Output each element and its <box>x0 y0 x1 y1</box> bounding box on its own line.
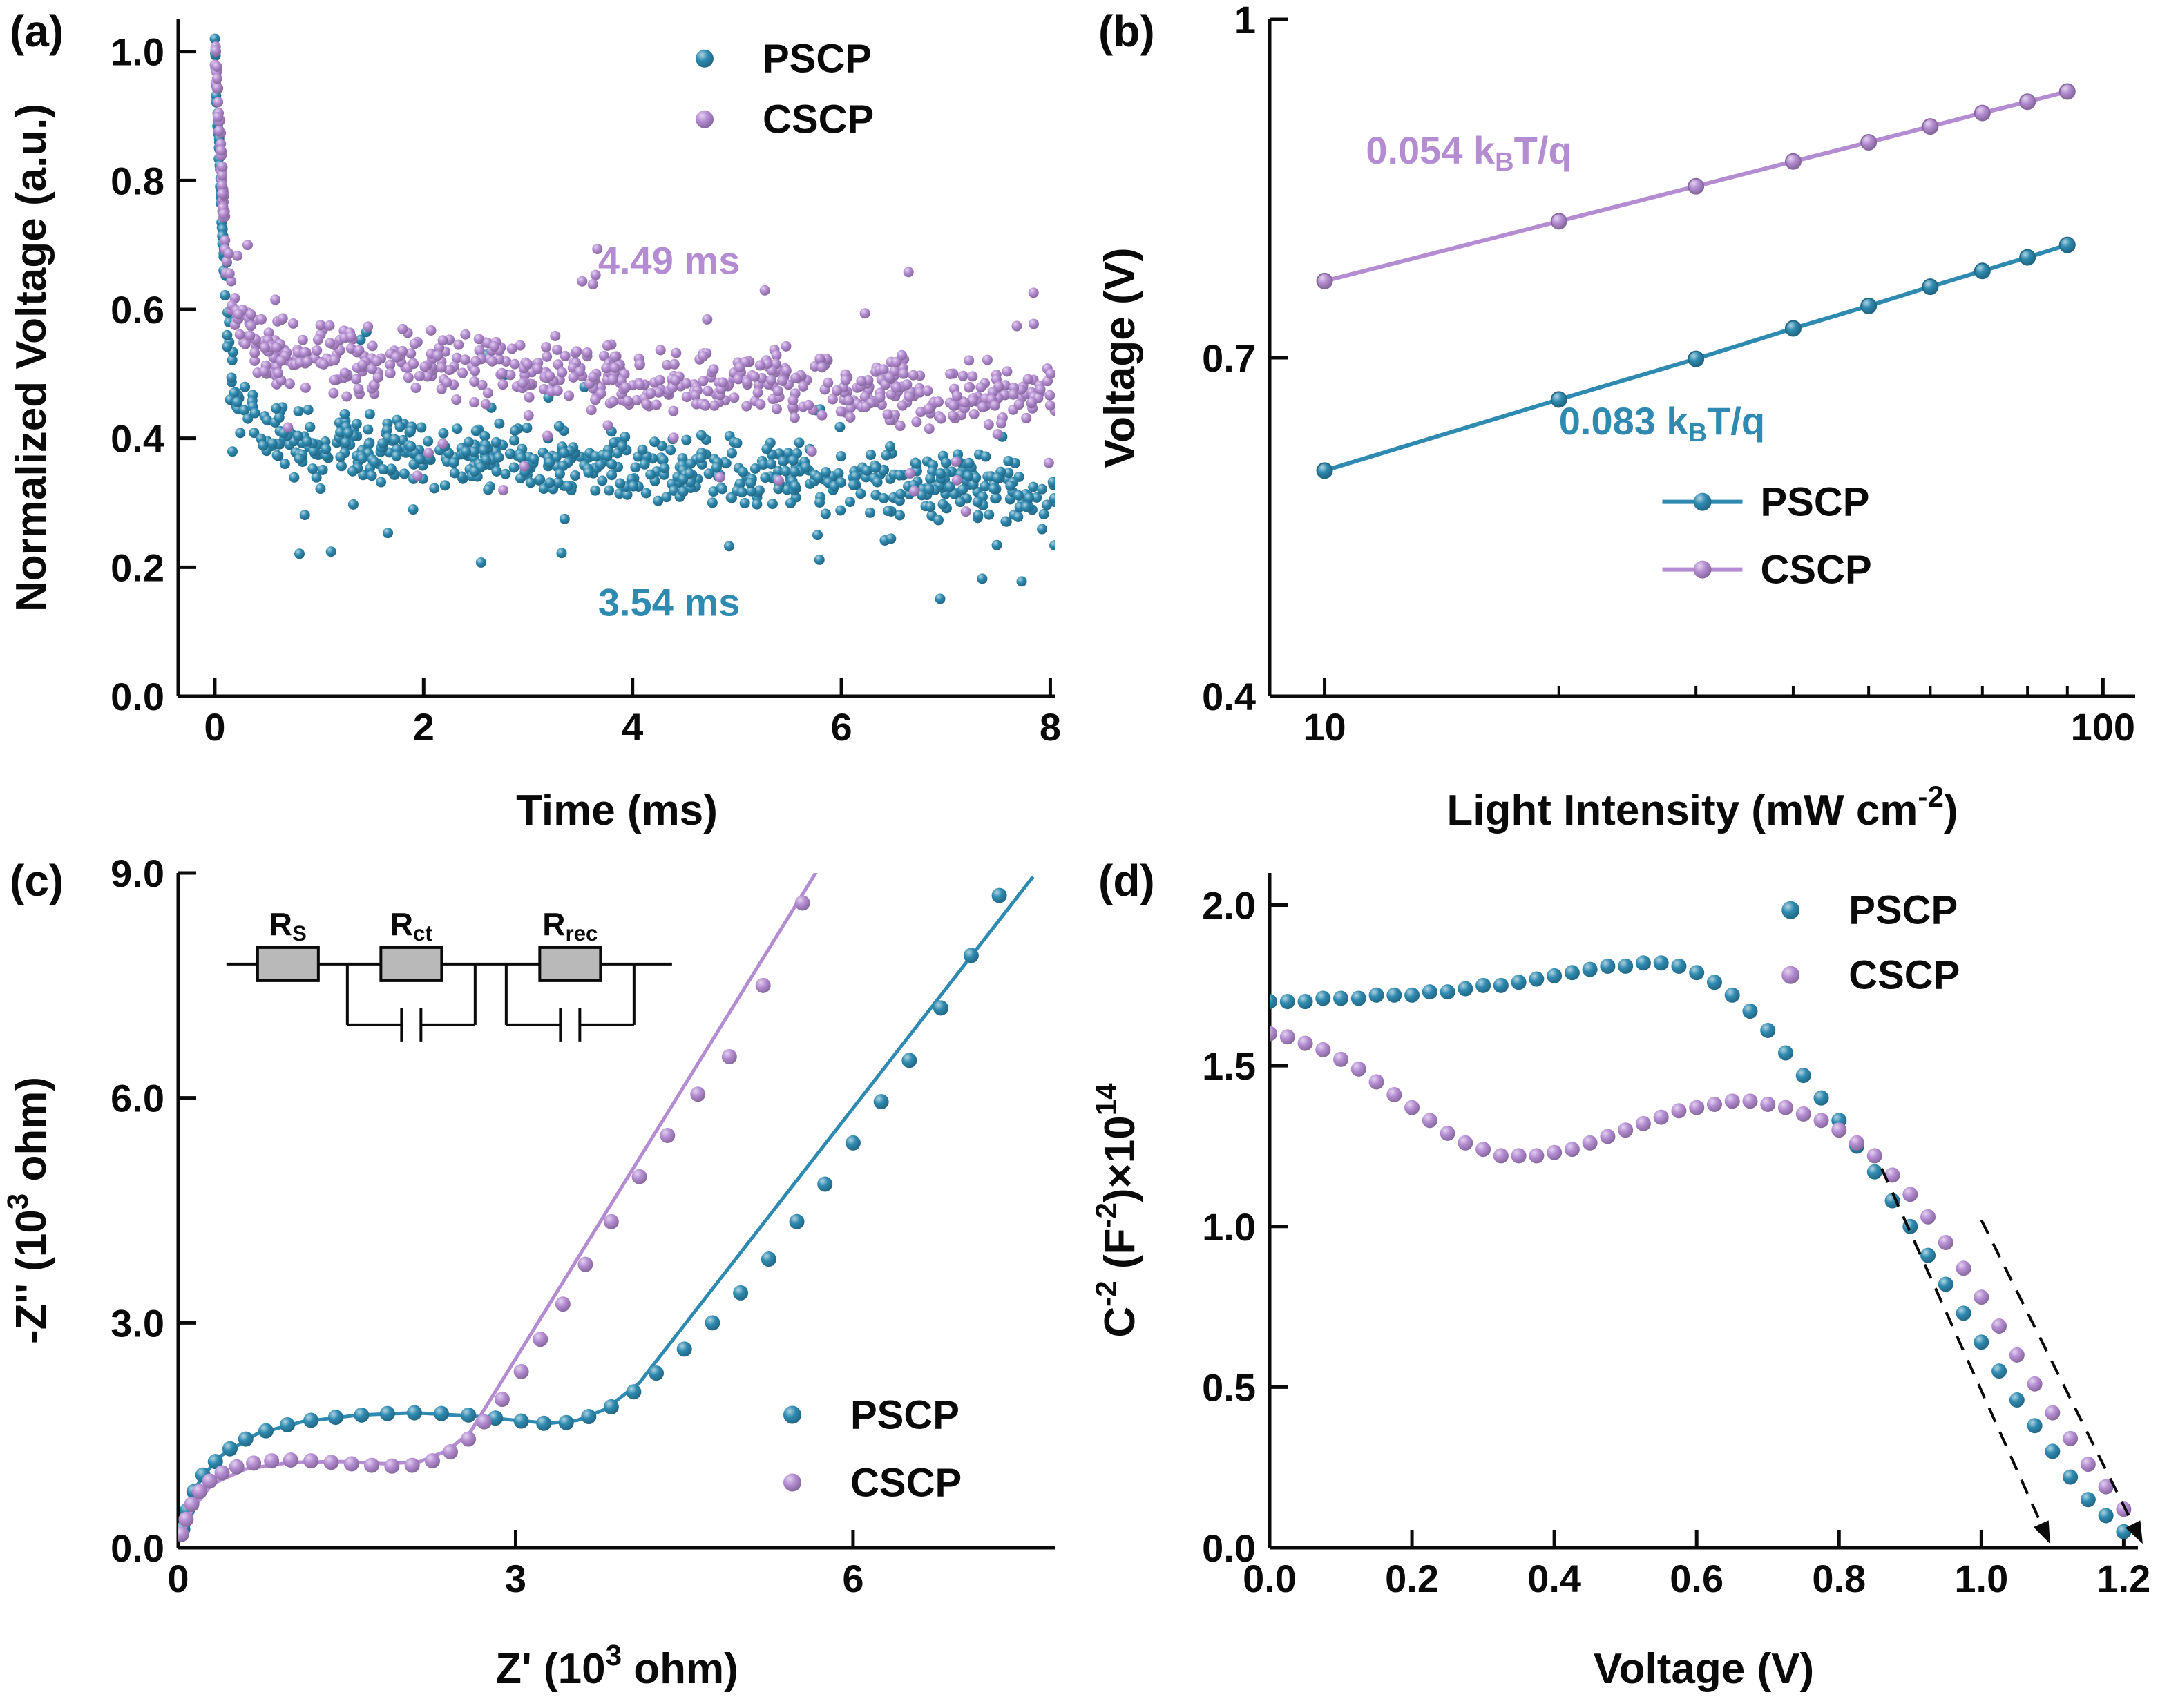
svg-text:8: 8 <box>1040 705 1061 749</box>
svg-text:0.6: 0.6 <box>111 288 164 332</box>
svg-text:CSCP: CSCP <box>1761 548 1872 593</box>
svg-text:0.8: 0.8 <box>111 159 164 202</box>
svg-text:1.2: 1.2 <box>2096 1557 2150 1600</box>
panel-b: (b) 10 100 0.4 0.7 1 Light Intensity (mW cm-2… <box>1089 0 2178 850</box>
svg-text:Rct: Rct <box>390 906 433 946</box>
svg-text:0.054 kBT/q: 0.054 kBT/q <box>1366 128 1572 177</box>
svg-text:9.0: 9.0 <box>111 852 164 895</box>
svg-text:6: 6 <box>842 1557 863 1600</box>
chart-b-voltage-vs-light-intensity: 10 100 0.4 0.7 1 Light Intensity (mW cm-2) Vol… <box>1096 0 2135 834</box>
panel-a-label: (a) <box>10 6 64 56</box>
svg-text:0.0: 0.0 <box>1202 1526 1256 1570</box>
svg-text:Light Intensity (mW cm-2): Light Intensity (mW cm-2) <box>1446 780 1958 834</box>
svg-text:3.54 ms: 3.54 ms <box>598 580 741 624</box>
svg-text:100: 100 <box>2071 705 2135 749</box>
svg-text:3.0: 3.0 <box>111 1301 164 1345</box>
svg-text:0.4: 0.4 <box>111 417 164 461</box>
svg-text:4.49 ms: 4.49 ms <box>598 239 741 282</box>
svg-text:Time (ms): Time (ms) <box>516 787 718 834</box>
svg-text:0.083 kBT/q: 0.083 kBT/q <box>1559 399 1765 448</box>
svg-text:10: 10 <box>1303 705 1346 749</box>
chart-d-mott-schottky-plot: 0.0 0.2 0.4 0.6 0.8 1.0 1.2 0.0 0.5 1.0 1.5 2.0 Volt… <box>1090 873 2150 1693</box>
svg-text:1.5: 1.5 <box>1202 1044 1256 1088</box>
svg-text:1: 1 <box>1234 0 1256 41</box>
svg-text:6: 6 <box>830 705 852 749</box>
svg-text:0.0: 0.0 <box>1243 1557 1297 1600</box>
svg-text:0.0: 0.0 <box>111 1526 164 1570</box>
svg-text:CSCP: CSCP <box>850 1461 962 1506</box>
panel-d: (d) 0.0 0.2 0.4 0.6 0.8 1.0 1.2 0.0 0.5 1.0 1.5 2.0… <box>1089 850 2178 1708</box>
svg-text:1.0: 1.0 <box>1202 1205 1256 1249</box>
svg-text:PSCP: PSCP <box>763 37 872 81</box>
svg-text:PSCP: PSCP <box>1849 888 1958 933</box>
svg-text:RS: RS <box>269 906 307 946</box>
panel-c: (c) 0 3 6 0.0 3.0 6.0 9.0 Z' (103 ohm) -Z'' (103… <box>0 850 1089 1708</box>
svg-text:0.8: 0.8 <box>1812 1557 1866 1600</box>
chart-c-nyquist-impedance-plot: 0 3 6 0.0 3.0 6.0 9.0 Z' (103 ohm) -Z'' (103 ohm… <box>1 852 1055 1693</box>
svg-text:2: 2 <box>413 705 434 749</box>
panel-c-label: (c) <box>10 856 64 905</box>
svg-text:0: 0 <box>204 705 225 749</box>
chart-a-voltage-decay-scatter: 0 2 4 6 8 0.0 0.2 0.4 0.6 0.8 1.0 Time (ms) Normaliz… <box>8 19 1061 834</box>
svg-text:0.2: 0.2 <box>1385 1557 1439 1600</box>
svg-text:0.0: 0.0 <box>111 675 164 718</box>
svg-text:Rrec: Rrec <box>542 906 598 946</box>
svg-text:1.0: 1.0 <box>111 30 164 74</box>
svg-text:Voltage (V): Voltage (V) <box>1096 247 1144 468</box>
svg-text:Voltage (V): Voltage (V) <box>1594 1645 1814 1693</box>
svg-text:1.0: 1.0 <box>1954 1557 2008 1600</box>
svg-text:4: 4 <box>622 705 643 749</box>
svg-text:Z' (103 ohm): Z' (103 ohm) <box>495 1639 738 1693</box>
svg-text:CSCP: CSCP <box>1849 953 1960 998</box>
svg-text:3: 3 <box>505 1557 526 1600</box>
svg-text:0.4: 0.4 <box>1202 675 1256 718</box>
svg-text:PSCP: PSCP <box>1761 480 1870 525</box>
svg-text:6.0: 6.0 <box>111 1077 164 1120</box>
svg-text:C-2 (F-2)×1014: C-2 (F-2)×1014 <box>1090 1083 1144 1338</box>
svg-text:0.6: 0.6 <box>1670 1557 1723 1600</box>
panel-a: (a) 0 2 4 6 8 0.0 0.2 0.4 0.6 0.8 1.0 Time (ms) Norm… <box>0 0 1089 850</box>
panel-b-label: (b) <box>1098 6 1155 56</box>
svg-text:0.7: 0.7 <box>1202 336 1256 380</box>
svg-text:PSCP: PSCP <box>850 1393 959 1438</box>
svg-text:0.2: 0.2 <box>111 546 164 589</box>
svg-text:2.0: 2.0 <box>1202 884 1256 928</box>
svg-text:0.4: 0.4 <box>1527 1557 1581 1600</box>
svg-text:CSCP: CSCP <box>763 97 874 142</box>
svg-text:-Z'' (103 ohm): -Z'' (103 ohm) <box>1 1077 55 1344</box>
panel-d-label: (d) <box>1098 856 1155 905</box>
svg-text:0.5: 0.5 <box>1202 1365 1256 1409</box>
svg-text:0: 0 <box>167 1557 189 1600</box>
svg-text:Normalized Voltage (a.u.): Normalized Voltage (a.u.) <box>8 104 55 612</box>
